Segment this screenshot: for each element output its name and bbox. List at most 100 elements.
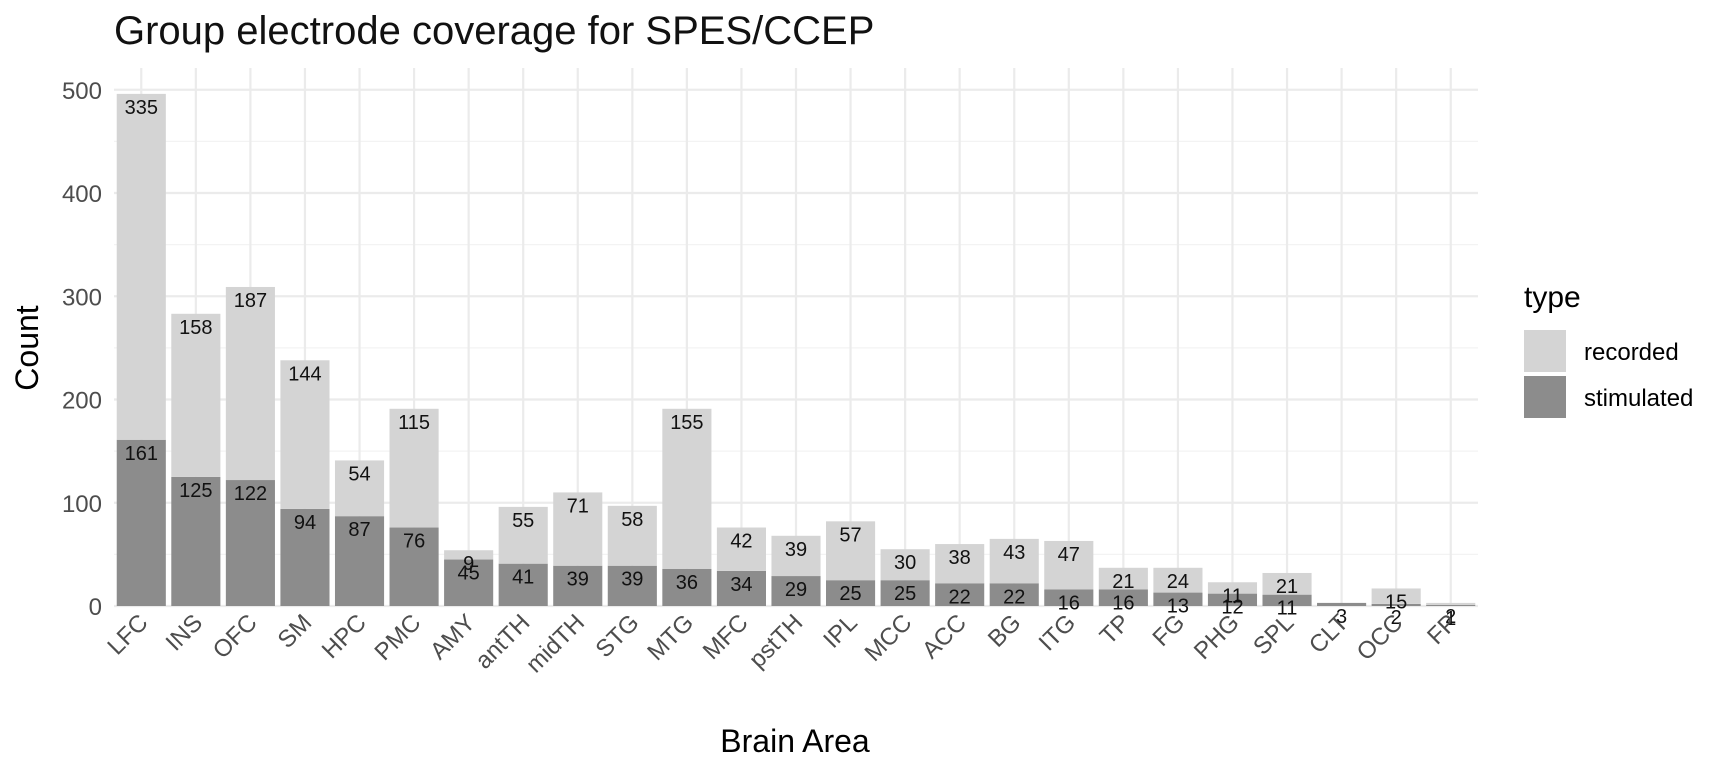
- bar-stimulated: [771, 576, 821, 606]
- bar-recorded: [553, 492, 603, 566]
- data-label-stimulated: 2: [1391, 607, 1402, 629]
- data-label-recorded: 42: [730, 531, 752, 553]
- data-label-stimulated: 34: [730, 574, 752, 596]
- bar-stimulated: [1317, 602, 1367, 606]
- data-label-stimulated: 29: [785, 579, 807, 601]
- x-tick-label: TP: [1095, 609, 1136, 650]
- x-tick-label: ACC: [917, 609, 972, 664]
- bar-stimulated: [607, 565, 657, 606]
- bar-stimulated: [553, 565, 603, 606]
- x-tick-label: OFC: [208, 609, 263, 664]
- y-tick-label: 300: [62, 284, 102, 311]
- data-label-recorded: 54: [348, 463, 370, 485]
- data-label-recorded: 158: [179, 317, 212, 339]
- data-label-recorded: 2: [1445, 606, 1456, 628]
- bar-recorded: [662, 408, 712, 569]
- x-tick-label: INS: [161, 609, 208, 656]
- bar-stimulated: [1044, 589, 1094, 606]
- bar-recorded: [334, 460, 385, 517]
- bar-stimulated: [280, 508, 330, 606]
- bar-recorded: [225, 286, 275, 481]
- data-label-recorded: 58: [621, 509, 643, 531]
- data-label-stimulated: 3: [1336, 606, 1347, 628]
- bar-recorded: [826, 521, 876, 581]
- x-tick-label: midTH: [521, 609, 590, 678]
- data-label-recorded: 24: [1167, 571, 1189, 593]
- bar-stimulated: [716, 570, 766, 606]
- bar-stimulated: [826, 580, 876, 606]
- bar-recorded: [444, 550, 494, 560]
- bar-stimulated: [1371, 603, 1421, 606]
- bar-recorded: [1153, 567, 1203, 593]
- y-tick-label: 400: [62, 181, 102, 208]
- data-label-stimulated: 16: [1112, 592, 1134, 614]
- y-tick-label: 0: [89, 594, 102, 621]
- bar-recorded: [1044, 540, 1094, 590]
- data-label-stimulated: 16: [1058, 592, 1080, 614]
- data-label-recorded: 39: [785, 539, 807, 561]
- data-label-recorded: 9: [463, 553, 474, 575]
- x-tick-label: pstTH: [744, 609, 808, 673]
- legend-key-recorded: [1524, 330, 1566, 372]
- data-label-stimulated: 39: [567, 569, 589, 591]
- legend: type recorded stimulated: [1524, 281, 1693, 418]
- data-label-recorded: 11: [1222, 585, 1243, 607]
- data-labels: 1613351251581221879414487547611545941553…: [125, 97, 1457, 630]
- bar-recorded: [389, 408, 439, 528]
- data-label-recorded: 144: [288, 363, 321, 385]
- bar-recorded: [116, 93, 166, 440]
- bar-stimulated: [1262, 594, 1312, 606]
- data-label-stimulated: 87: [348, 519, 370, 541]
- data-label-stimulated: 25: [894, 583, 916, 605]
- data-label-recorded: 21: [1112, 571, 1134, 593]
- bar-recorded: [1098, 567, 1148, 590]
- bar-stimulated: [498, 563, 548, 606]
- data-label-recorded: 155: [670, 412, 703, 434]
- legend-label-recorded: recorded: [1584, 339, 1679, 366]
- x-tick-label: SM: [273, 609, 318, 654]
- data-label-stimulated: 161: [125, 443, 158, 465]
- data-label-stimulated: 122: [234, 483, 267, 505]
- data-label-stimulated: 41: [512, 567, 534, 589]
- chart-title: Group electrode coverage for SPES/CCEP: [114, 9, 874, 53]
- bars: [116, 93, 1476, 606]
- data-label-recorded: 71: [567, 495, 589, 517]
- bar-stimulated: [171, 476, 221, 606]
- data-label-stimulated: 25: [839, 583, 861, 605]
- data-label-recorded: 30: [894, 552, 916, 574]
- bar-stimulated: [1207, 593, 1258, 606]
- bar-recorded: [716, 527, 766, 571]
- bar-recorded: [1371, 588, 1421, 604]
- x-axis-title: Brain Area: [720, 723, 870, 759]
- data-label-stimulated: 45: [458, 563, 480, 585]
- data-label-stimulated: 39: [621, 569, 643, 591]
- data-label-recorded: 335: [125, 97, 158, 119]
- data-label-recorded: 38: [949, 547, 971, 569]
- data-label-stimulated: 11: [1277, 598, 1298, 620]
- bar-stimulated: [334, 516, 385, 606]
- legend-label-stimulated: stimulated: [1584, 385, 1693, 412]
- bar-stimulated: [116, 439, 166, 606]
- bar-stimulated: [1098, 589, 1148, 606]
- bar-stimulated: [880, 580, 930, 606]
- bar-stimulated: [662, 568, 712, 606]
- data-label-stimulated: 13: [1167, 596, 1189, 618]
- y-tick-label: 200: [62, 388, 102, 415]
- data-label-recorded: 115: [398, 412, 430, 434]
- data-label-stimulated: 1: [1445, 608, 1456, 630]
- bar-recorded: [989, 538, 1039, 584]
- bar-recorded: [498, 506, 548, 564]
- bar-recorded: [1262, 572, 1312, 595]
- x-tick-label: BG: [983, 609, 1027, 653]
- legend-title: type: [1524, 281, 1581, 314]
- bar-recorded: [1426, 602, 1476, 605]
- y-tick-label: 100: [62, 491, 102, 518]
- y-axis: 0 100 200 300 400 500: [62, 78, 102, 621]
- data-label-recorded: 47: [1058, 544, 1080, 566]
- bar-stimulated: [389, 527, 439, 606]
- data-label-stimulated: 125: [179, 480, 212, 502]
- bar-recorded: [280, 360, 330, 509]
- bar-recorded: [607, 505, 657, 566]
- data-label-stimulated: 22: [1003, 586, 1025, 608]
- x-tick-label: LFC: [102, 609, 153, 660]
